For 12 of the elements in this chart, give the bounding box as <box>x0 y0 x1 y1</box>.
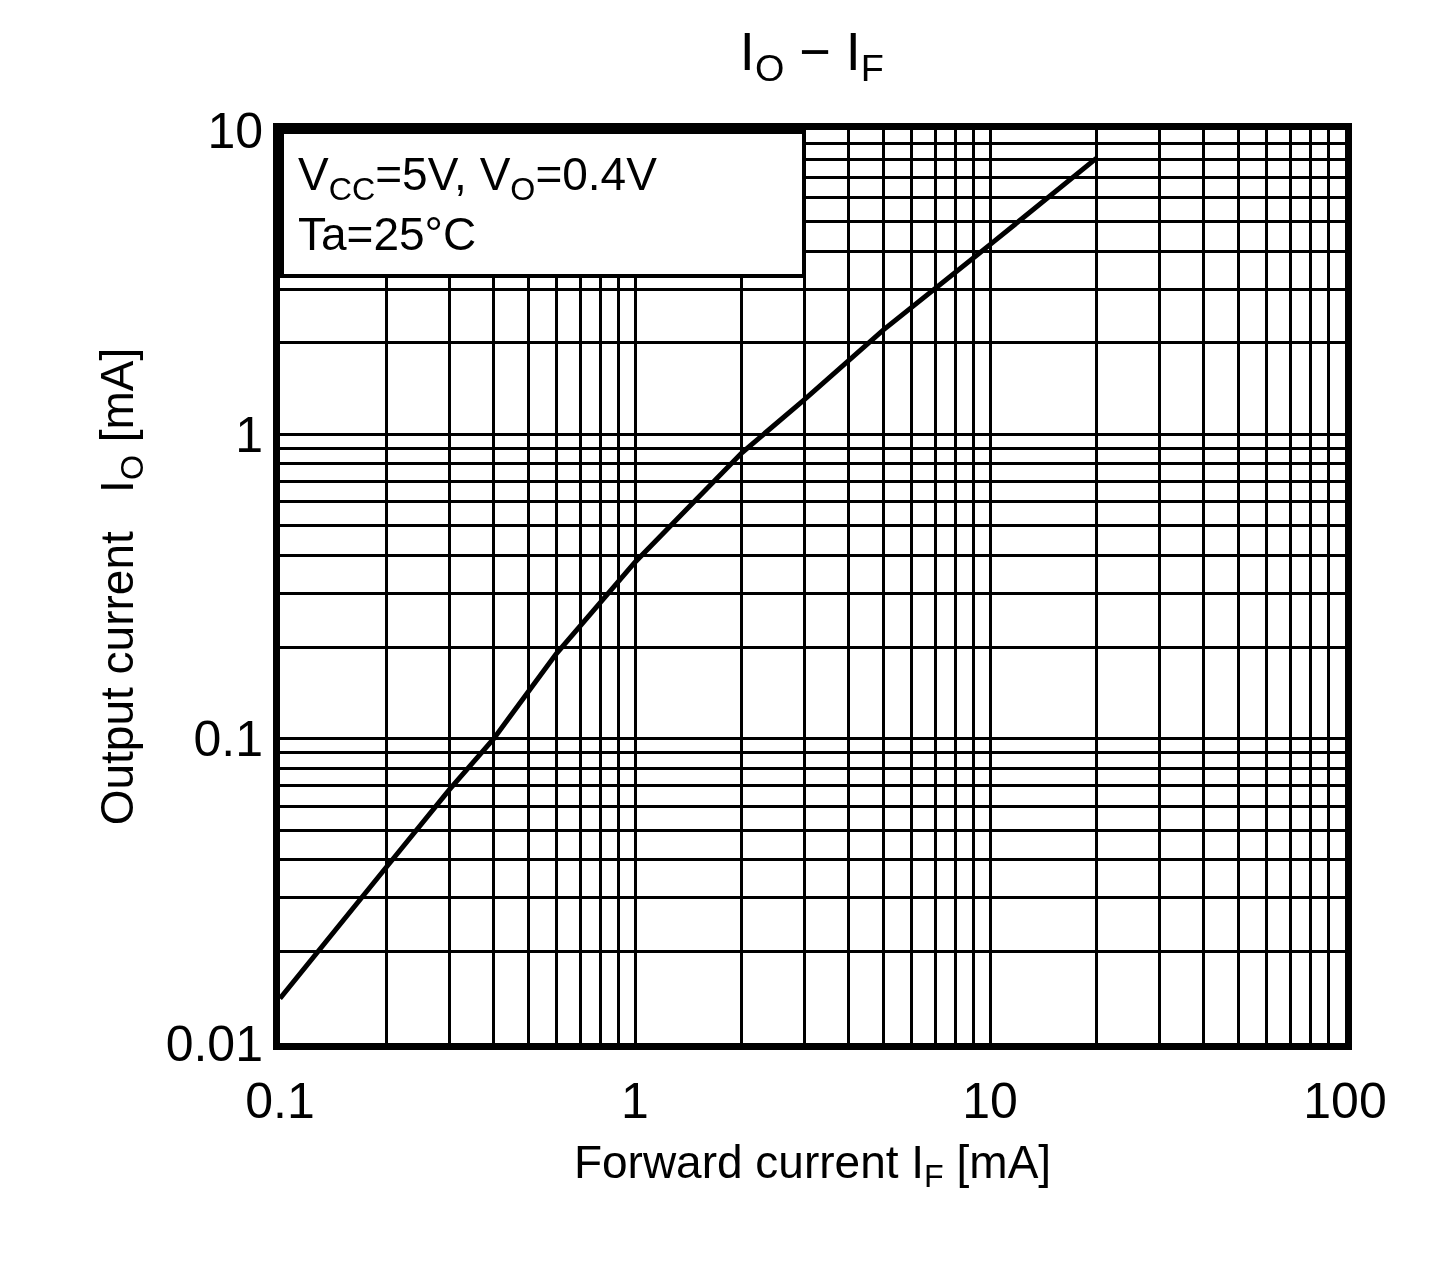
chart-title: I$_{O}$ − I$_{F}$ <box>739 20 884 90</box>
y-tick-label: 1 <box>235 406 263 463</box>
x-tick-label: 100 <box>1303 1073 1387 1129</box>
y-tick-label: 0.01 <box>165 1015 263 1072</box>
x-tick-label: 10 <box>962 1073 1018 1129</box>
x-axis-title: Forward current I$_{F}$ [mA] <box>573 1135 1052 1195</box>
y-tick-label: 0.1 <box>193 711 263 768</box>
annotation: Ta=25°C <box>298 207 477 260</box>
annotation: V$_{CC}$=5V, V$_{O}$=0.4V <box>298 148 658 207</box>
x-tick-label: 1 <box>621 1073 649 1129</box>
x-tick-label: 0.1 <box>245 1073 315 1129</box>
y-tick-label: 10 <box>207 102 263 159</box>
